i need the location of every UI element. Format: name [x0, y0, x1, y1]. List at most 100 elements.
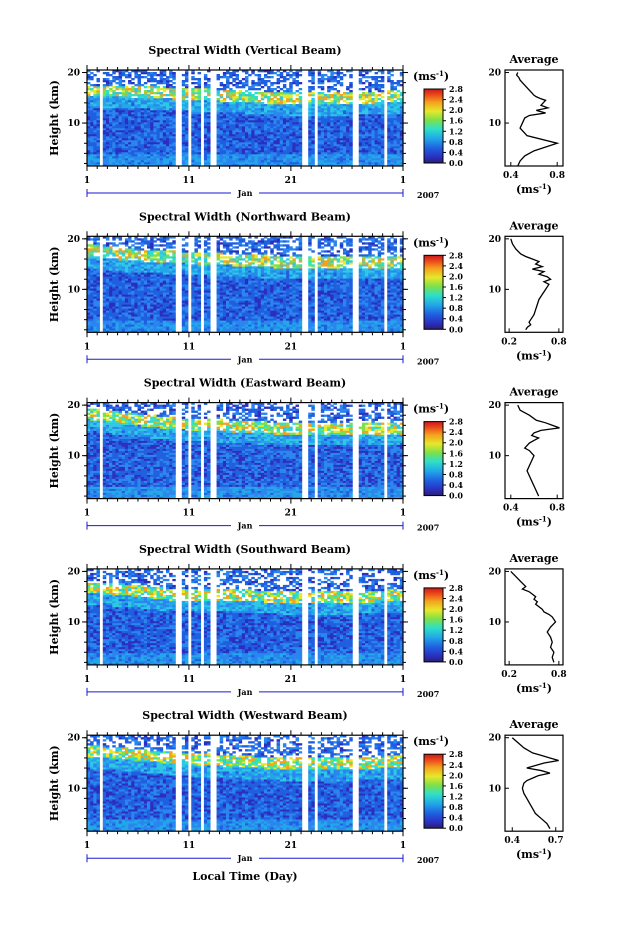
heatmap-cell — [207, 114, 210, 116]
heatmap-cell — [90, 310, 93, 312]
heatmap-cell — [157, 302, 160, 304]
heatmap-cell — [397, 156, 400, 158]
heatmap-cell — [273, 154, 276, 156]
heatmap-cell — [318, 96, 321, 98]
heatmap-cell — [387, 102, 390, 104]
heatmap-cell — [226, 154, 229, 156]
heatmap-cell — [258, 136, 261, 138]
heatmap-cell — [286, 132, 289, 134]
heatmap-cell — [390, 104, 393, 106]
heatmap-cell — [122, 296, 125, 298]
heatmap-cell — [138, 138, 141, 140]
heatmap-cell — [375, 156, 378, 158]
heatmap-cell — [371, 84, 374, 86]
heatmap-cell — [157, 306, 160, 308]
month-label: Jan — [237, 188, 253, 198]
heatmap-cell — [327, 112, 330, 114]
heatmap-cell — [394, 114, 397, 116]
heatmap-cell — [103, 280, 106, 282]
heatmap-cell — [147, 272, 150, 274]
heatmap-cell — [163, 284, 166, 286]
heatmap-cell — [375, 126, 378, 128]
heatmap-cell — [343, 116, 346, 118]
heatmap-cell — [264, 80, 267, 82]
heatmap-cell — [289, 148, 292, 150]
heatmap-cell — [223, 148, 226, 150]
heatmap-cell — [163, 154, 166, 156]
heatmap-cell — [115, 156, 118, 158]
heatmap-cell — [131, 248, 134, 250]
heatmap-cell — [169, 124, 172, 126]
heatmap-cell — [163, 160, 166, 162]
heatmap-cell — [166, 78, 169, 80]
heatmap-cell — [96, 92, 99, 94]
heatmap-cell — [150, 106, 153, 108]
heatmap-cell — [191, 116, 194, 118]
heatmap-cell — [194, 96, 197, 98]
heatmap-cell — [273, 112, 276, 114]
heatmap-cell — [131, 100, 134, 102]
heatmap-cell — [251, 110, 254, 112]
heatmap-cell — [362, 158, 365, 160]
heatmap-cell — [327, 118, 330, 120]
heatmap-cell — [362, 96, 365, 98]
heatmap-cell — [163, 328, 166, 330]
heatmap-cell — [134, 322, 137, 324]
heatmap-cell — [90, 152, 93, 154]
heatmap-cell — [93, 316, 96, 318]
heatmap-cell — [185, 92, 188, 94]
heatmap-cell — [270, 154, 273, 156]
heatmap-cell — [128, 278, 131, 280]
heatmap-cell — [251, 120, 254, 122]
heatmap-cell — [150, 262, 153, 264]
heatmap-cell — [333, 118, 336, 120]
heatmap-cell — [141, 268, 144, 270]
heatmap-cell — [359, 156, 362, 158]
heatmap-cell — [93, 322, 96, 324]
heatmap-cell — [198, 114, 201, 116]
heatmap-cell — [103, 102, 106, 104]
heatmap-cell — [93, 160, 96, 162]
heatmap-cell — [157, 130, 160, 132]
heatmap-cell — [109, 266, 112, 268]
heatmap-cell — [321, 108, 324, 110]
heatmap-cell — [311, 120, 314, 122]
heatmap-cell — [141, 122, 144, 124]
heatmap-cell — [194, 156, 197, 158]
heatmap-cell — [163, 158, 166, 160]
heatmap-cell — [138, 326, 141, 328]
heatmap-cell — [245, 142, 248, 144]
heatmap-cell — [150, 248, 153, 250]
heatmap-cell — [153, 136, 156, 138]
heatmap-cell — [349, 142, 352, 144]
heatmap-cell — [166, 326, 169, 328]
heatmap-cell — [172, 86, 175, 88]
heatmap-cell — [226, 110, 229, 112]
heatmap-cell — [198, 130, 201, 132]
heatmap-cell — [141, 140, 144, 142]
heatmap-cell — [166, 308, 169, 310]
heatmap-cell — [106, 108, 109, 110]
heatmap-cell — [93, 242, 96, 244]
heatmap-cell — [122, 136, 125, 138]
heatmap-cell — [112, 152, 115, 154]
heatmap-cell — [371, 148, 374, 150]
heatmap-cell — [96, 116, 99, 118]
heatmap-cell — [229, 114, 232, 116]
heatmap-cell — [267, 114, 270, 116]
year-label: 2007 — [417, 190, 439, 200]
heatmap-cell — [308, 132, 311, 134]
heatmap-cell — [106, 284, 109, 286]
heatmap-cell — [311, 86, 314, 88]
heatmap-cell — [119, 272, 122, 274]
heatmap-cell — [125, 322, 128, 324]
average-y-tick-label: 10 — [488, 119, 501, 129]
heatmap-cell — [378, 120, 381, 122]
heatmap-cell — [318, 118, 321, 120]
heatmap-cell — [308, 116, 311, 118]
heatmap-cell — [147, 92, 150, 94]
heatmap-cell — [134, 116, 137, 118]
heatmap-cell — [280, 154, 283, 156]
heatmap-cell — [131, 142, 134, 144]
heatmap-cell — [299, 130, 302, 132]
